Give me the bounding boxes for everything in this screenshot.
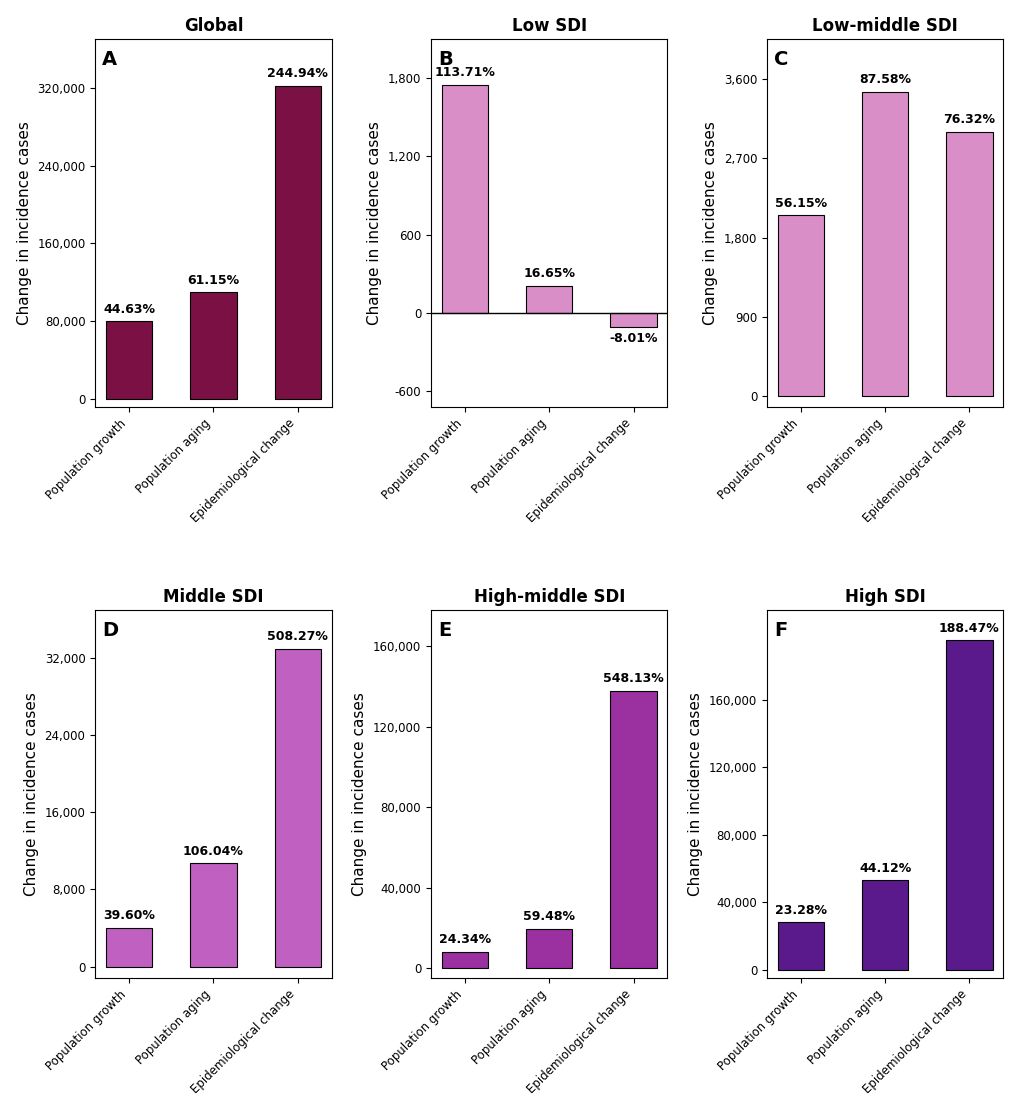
Bar [861, 880, 907, 969]
Y-axis label: Change in incidence cases: Change in incidence cases [353, 692, 367, 896]
Text: 56.15%: 56.15% [774, 197, 826, 210]
Text: 87.58%: 87.58% [858, 73, 910, 87]
Text: 44.12%: 44.12% [858, 861, 910, 875]
Bar [776, 216, 823, 396]
Text: 39.60%: 39.60% [103, 909, 155, 923]
Text: F: F [773, 621, 787, 640]
Bar [861, 92, 907, 396]
Title: Low-middle SDI: Low-middle SDI [811, 17, 957, 35]
Bar [946, 640, 991, 969]
Text: 16.65%: 16.65% [523, 267, 575, 280]
Text: 23.28%: 23.28% [774, 904, 826, 917]
Text: D: D [102, 621, 118, 640]
Text: C: C [773, 50, 788, 69]
Title: High-middle SDI: High-middle SDI [473, 588, 625, 605]
Y-axis label: Change in incidence cases: Change in incidence cases [24, 692, 39, 896]
Title: Global: Global [183, 17, 243, 35]
Text: 61.15%: 61.15% [187, 274, 239, 286]
Y-axis label: Change in incidence cases: Change in incidence cases [688, 692, 703, 896]
Bar [274, 649, 321, 966]
Text: 106.04%: 106.04% [182, 845, 244, 858]
Bar [106, 322, 152, 400]
Bar [776, 923, 823, 969]
Text: -8.01%: -8.01% [608, 333, 657, 345]
Y-axis label: Change in incidence cases: Change in incidence cases [16, 121, 32, 325]
Text: 188.47%: 188.47% [938, 622, 999, 634]
Bar [609, 690, 656, 968]
Bar [441, 952, 488, 968]
Title: Middle SDI: Middle SDI [163, 588, 264, 605]
Bar [191, 292, 236, 400]
Bar [441, 85, 488, 313]
Bar [191, 864, 236, 966]
Y-axis label: Change in incidence cases: Change in incidence cases [702, 121, 717, 325]
Y-axis label: Change in incidence cases: Change in incidence cases [367, 121, 382, 325]
Text: 244.94%: 244.94% [267, 67, 328, 80]
Text: A: A [102, 50, 117, 69]
Title: Low SDI: Low SDI [512, 17, 586, 35]
Title: High SDI: High SDI [844, 588, 924, 605]
Text: 548.13%: 548.13% [602, 672, 663, 684]
Bar [274, 86, 321, 400]
Text: 113.71%: 113.71% [434, 66, 495, 79]
Text: 59.48%: 59.48% [523, 910, 575, 924]
Text: E: E [438, 621, 451, 640]
Bar [526, 929, 572, 968]
Bar [106, 928, 152, 966]
Text: 508.27%: 508.27% [267, 630, 328, 643]
Text: 24.34%: 24.34% [438, 934, 490, 946]
Bar [526, 286, 572, 313]
Text: 44.63%: 44.63% [103, 303, 155, 316]
Bar [609, 313, 656, 327]
Text: 76.32%: 76.32% [943, 114, 995, 126]
Text: B: B [438, 50, 452, 69]
Bar [946, 131, 991, 396]
